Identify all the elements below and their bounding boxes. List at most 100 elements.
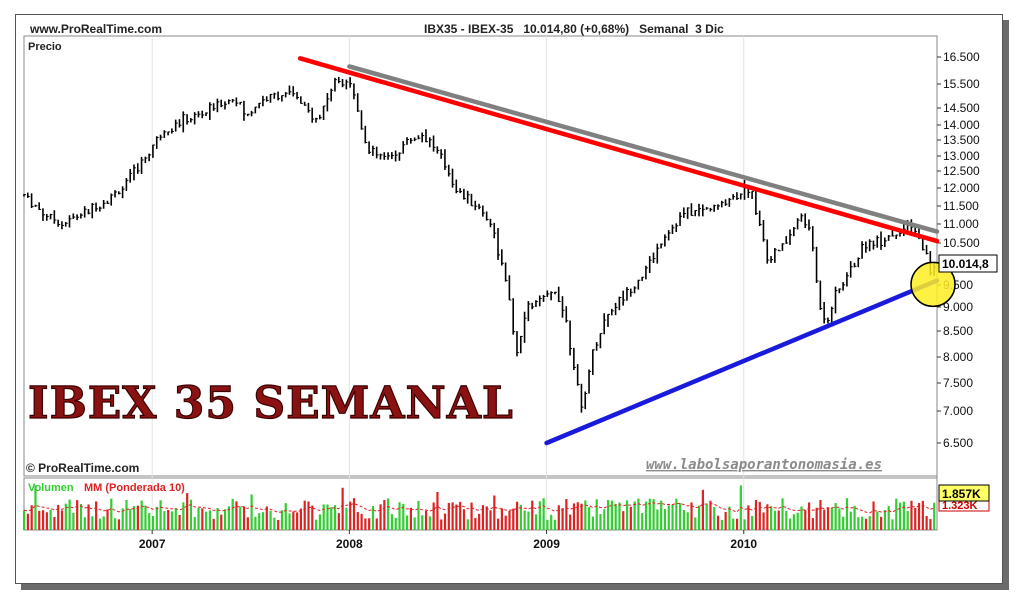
volume-bar xyxy=(485,506,488,530)
y-tick-label: 7.000 xyxy=(943,404,973,418)
volume-bar xyxy=(258,513,261,530)
volume-bar xyxy=(538,501,541,530)
volume-bar xyxy=(527,511,530,530)
volume-bar xyxy=(443,513,447,530)
volume-bar xyxy=(239,506,242,530)
volume-bar xyxy=(781,498,784,530)
volume-bar xyxy=(887,506,890,530)
volume-bar xyxy=(387,498,390,530)
volume-bar xyxy=(497,518,500,530)
volume-bar xyxy=(644,501,648,530)
volume-bar xyxy=(470,502,473,530)
mm-tag: 1.323K xyxy=(942,500,978,512)
volume-bar xyxy=(789,518,792,530)
volume-bar xyxy=(269,510,272,530)
volume-mm-line xyxy=(23,502,935,514)
volume-bar xyxy=(87,504,90,530)
volume-bar xyxy=(705,504,708,530)
volume-bar xyxy=(534,514,538,530)
volume-bar xyxy=(360,513,363,530)
volume-bar xyxy=(785,510,788,530)
volume-bar xyxy=(227,506,230,530)
volume-bar xyxy=(197,507,200,530)
volume-bar xyxy=(724,511,727,530)
volume-bar xyxy=(796,512,799,530)
price-highlight-circle xyxy=(910,261,956,308)
volume-bar xyxy=(500,508,504,530)
volume-bar xyxy=(148,513,151,530)
volume-bar xyxy=(110,498,113,530)
y-tick-label: 13.500 xyxy=(943,133,980,147)
volume-bar xyxy=(34,485,37,530)
volume-bar xyxy=(512,508,515,530)
volume-bar xyxy=(174,508,177,530)
volume-bar xyxy=(288,513,291,530)
volume-bar xyxy=(720,519,723,530)
volume-bar xyxy=(26,513,29,530)
volume-bar xyxy=(868,516,871,530)
volume-bar xyxy=(895,498,898,530)
volume-bar xyxy=(95,501,98,530)
volume-bar xyxy=(546,519,549,530)
volume-tag: 1.857K xyxy=(942,487,981,501)
volume-bar xyxy=(159,500,162,530)
volume-bar xyxy=(807,502,811,530)
volume-bar xyxy=(504,515,507,530)
volume-bar xyxy=(231,498,234,530)
volume-bar xyxy=(186,493,189,530)
volume-bar xyxy=(716,515,720,530)
volume-bar xyxy=(481,505,485,530)
volume-bar xyxy=(163,511,166,530)
volume-bar xyxy=(777,510,780,530)
volume-bar xyxy=(515,501,519,530)
volume-bar xyxy=(371,506,375,530)
volume-bar xyxy=(356,512,359,530)
volume-bar xyxy=(732,518,735,530)
volume-bar xyxy=(572,503,576,530)
volume-bar xyxy=(773,510,777,530)
volume-bar xyxy=(307,501,310,530)
volume-bar xyxy=(383,500,386,530)
volume-bar xyxy=(910,500,913,530)
instrument-header: IBX35 - IBEX-35 10.014,80 (+0,68%) Seman… xyxy=(424,22,724,36)
volume-bar xyxy=(599,513,602,530)
volume-bar xyxy=(292,511,295,530)
volume-bar xyxy=(826,507,830,530)
volume-bar xyxy=(189,499,193,530)
price-bars xyxy=(23,76,937,413)
volume-bar xyxy=(857,517,860,530)
volume-bar xyxy=(220,514,223,530)
volume-bar xyxy=(902,501,905,530)
volume-bar xyxy=(625,500,629,530)
volume-bar xyxy=(368,518,371,530)
volume-bar xyxy=(557,505,560,530)
volume-bar xyxy=(667,505,670,530)
volume-bar xyxy=(606,499,610,530)
volume-bar xyxy=(823,509,826,530)
volume-bar xyxy=(375,518,378,530)
volume-bar xyxy=(428,516,431,530)
volume-bar xyxy=(208,510,212,530)
volume-bar xyxy=(170,511,174,530)
volume-bar xyxy=(804,510,807,530)
volume-bar xyxy=(876,511,879,530)
y-tick-label: 12.000 xyxy=(943,181,980,195)
y-tick-label: 11.500 xyxy=(943,199,979,213)
volume-bar xyxy=(155,506,158,530)
volume-bar xyxy=(929,519,932,530)
volume-bar xyxy=(132,506,136,530)
volume-bar xyxy=(45,512,48,530)
x-tick-label: 2007 xyxy=(139,537,166,551)
volume-bar xyxy=(98,518,102,530)
volume-bar xyxy=(478,513,481,530)
volume-bar xyxy=(842,516,845,530)
volume-bar xyxy=(921,500,924,530)
volume-bar xyxy=(591,516,595,530)
volume-bar xyxy=(830,507,833,530)
volume-bar xyxy=(345,507,348,530)
volume-bar xyxy=(121,508,124,530)
volume-bar xyxy=(709,500,712,530)
volume-bar xyxy=(466,519,469,530)
volume-bar xyxy=(337,513,340,530)
